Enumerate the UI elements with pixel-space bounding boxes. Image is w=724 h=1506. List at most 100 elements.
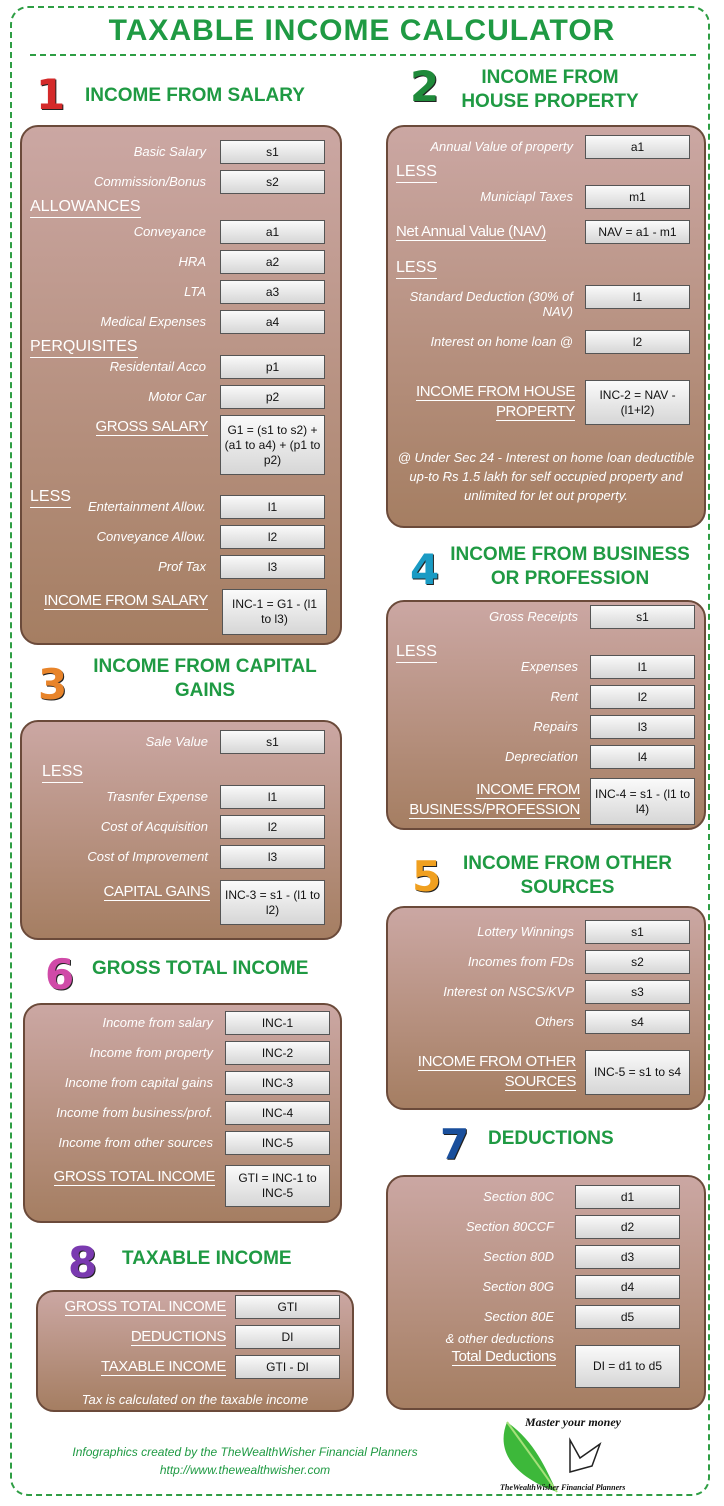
field-box[interactable]: a4: [220, 310, 325, 334]
section-title: Income from other sources: [463, 853, 672, 898]
field-box[interactable]: d5: [575, 1305, 680, 1329]
total-box[interactable]: INC-1 = G1 - (l1 to l3): [222, 589, 327, 635]
field-box[interactable]: s1: [220, 730, 325, 754]
field-label: Gross Receipts: [489, 609, 578, 624]
field-box[interactable]: INC-5: [225, 1131, 330, 1155]
field-box[interactable]: l2: [585, 330, 690, 354]
section-title: Income from Capital gains: [93, 656, 317, 701]
number-5-icon: 5: [412, 852, 442, 901]
field-box[interactable]: s1: [590, 605, 695, 629]
credit-text: Infographics created by the TheWealthWis…: [72, 1445, 418, 1459]
field-box[interactable]: l2: [590, 685, 695, 709]
total-label-text: INCOME FROM SALARY: [43, 592, 208, 610]
field-box[interactable]: l1: [220, 785, 325, 809]
field-label: Repairs: [533, 719, 578, 734]
field-box[interactable]: p2: [220, 385, 325, 409]
total-box[interactable]: INC-4 = s1 - (l1 to l4): [590, 778, 695, 825]
field-box[interactable]: a3: [220, 280, 325, 304]
total-label: DEDUCTIONS: [42, 1327, 226, 1347]
field-box[interactable]: s3: [585, 980, 690, 1004]
field-label: Medical Expenses: [100, 314, 207, 329]
field-box[interactable]: a1: [585, 135, 690, 159]
field-box[interactable]: d1: [575, 1185, 680, 1209]
field-box[interactable]: s4: [585, 1010, 690, 1034]
total-label: Total Deductions: [400, 1347, 556, 1367]
section-title: Income from salary: [85, 85, 305, 106]
svg-text:TheWealthWisher Financial Plan: TheWealthWisher Financial Planners: [500, 1483, 625, 1492]
field-box[interactable]: m1: [585, 185, 690, 209]
total-box[interactable]: G1 = (s1 to s2) + (a1 to a4) + (p1 to p2…: [220, 415, 325, 475]
field-label: Others: [534, 1014, 574, 1029]
total-box[interactable]: GTI: [235, 1295, 340, 1319]
field-box[interactable]: INC-4: [225, 1101, 330, 1125]
total-box[interactable]: INC-5 = s1 to s4: [585, 1050, 690, 1095]
field-box[interactable]: l3: [590, 715, 695, 739]
field-box[interactable]: d4: [575, 1275, 680, 1299]
total-label: Net Annual Value (NAV): [396, 222, 575, 242]
field-box[interactable]: s2: [585, 950, 690, 974]
field-box[interactable]: l2: [220, 815, 325, 839]
number-8-icon: 8: [68, 1238, 98, 1287]
total-label: INCOME FROM BUSINESS/PROFESSION: [390, 780, 580, 820]
total-label: INCOME FROM SALARY: [25, 591, 208, 611]
field-box[interactable]: l1: [590, 655, 695, 679]
total-box[interactable]: NAV = a1 - m1: [585, 220, 690, 244]
field-box[interactable]: l3: [220, 555, 325, 579]
field-box[interactable]: d3: [575, 1245, 680, 1269]
total-label: GROSS TOTAL INCOME: [42, 1297, 226, 1317]
total-label: INCOME FROM HOUSE PROPERTY: [410, 382, 575, 422]
total-label-text: GROSS TOTAL INCOME: [53, 1168, 215, 1186]
field-label: Expenses: [520, 659, 578, 674]
field-box[interactable]: d2: [575, 1215, 680, 1239]
field-box[interactable]: l1: [220, 495, 325, 519]
section-subheading: LESS: [42, 762, 83, 783]
field-label: Residentail Acco: [109, 359, 206, 374]
total-box[interactable]: INC-3 = s1 - (l1 to l2): [220, 880, 325, 925]
section-subheading: LESS: [396, 258, 437, 279]
footnote: @ Under Sec 24 - Interest on home loan d…: [397, 450, 695, 503]
svg-text:Master your money: Master your money: [524, 1415, 622, 1429]
total-box[interactable]: GTI = INC-1 to INC-5: [225, 1165, 330, 1207]
field-box[interactable]: p1: [220, 355, 325, 379]
field-label: HRA: [178, 254, 206, 269]
field-label: Section 80D: [483, 1249, 554, 1264]
total-label-text: TAXABLE INCOME: [101, 1358, 226, 1376]
total-label: TAXABLE INCOME: [42, 1357, 226, 1377]
field-box[interactable]: s1: [220, 140, 325, 164]
section-subheading: ALLOWANCES: [30, 197, 141, 218]
field-label: LTA: [184, 284, 206, 299]
total-box[interactable]: GTI - DI: [235, 1355, 340, 1379]
field-box[interactable]: a1: [220, 220, 325, 244]
number-6-icon: 6: [45, 950, 75, 999]
field-box[interactable]: l3: [220, 845, 325, 869]
field-label: Sale Value: [145, 734, 208, 749]
total-label-text: CAPITAL GAINS: [103, 883, 210, 901]
total-box[interactable]: DI: [235, 1325, 340, 1349]
field-label: Standard Deduction (30% of NAV): [409, 289, 573, 319]
field-box[interactable]: s2: [220, 170, 325, 194]
field-label: Section 80C: [483, 1189, 554, 1204]
total-label-text: Total Deductions: [451, 1348, 556, 1366]
section-title: Income from house property: [461, 67, 639, 112]
website-link[interactable]: http://www.thewealthwisher.com: [159, 1463, 331, 1477]
number-4-icon: 4: [410, 545, 440, 594]
total-label: GROSS TOTAL INCOME: [36, 1167, 215, 1187]
field-box[interactable]: INC-1: [225, 1011, 330, 1035]
field-box[interactable]: INC-3: [225, 1071, 330, 1095]
total-label-text: GROSS SALARY: [95, 418, 208, 436]
field-box[interactable]: l2: [220, 525, 325, 549]
field-box[interactable]: l4: [590, 745, 695, 769]
field-box[interactable]: a2: [220, 250, 325, 274]
field-label: & other deductions: [445, 1331, 554, 1346]
total-box[interactable]: INC-2 = NAV - (l1+l2): [585, 380, 690, 425]
total-label: GROSS SALARY: [30, 417, 208, 437]
field-box[interactable]: INC-2: [225, 1041, 330, 1065]
total-label-text: INCOME FROM OTHER SOURCES: [417, 1053, 576, 1091]
number-1-icon: 1: [36, 70, 66, 119]
field-label: Income from business/prof.: [56, 1105, 213, 1120]
field-box[interactable]: s1: [585, 920, 690, 944]
total-box[interactable]: DI = d1 to d5: [575, 1345, 680, 1388]
field-box[interactable]: l1: [585, 285, 690, 309]
field-label: Interest on home loan @: [430, 334, 573, 349]
field-label: Entertainment Allow.: [87, 499, 206, 514]
